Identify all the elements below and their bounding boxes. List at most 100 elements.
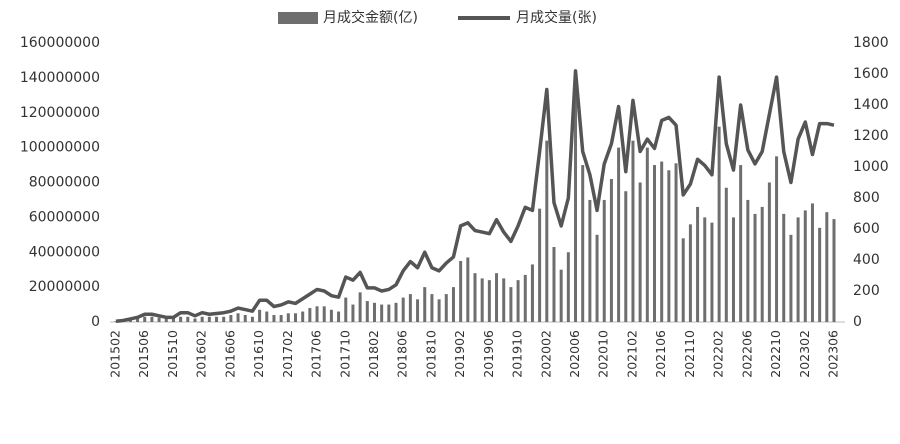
bar <box>530 264 534 322</box>
bar <box>437 299 441 322</box>
bar <box>832 219 836 322</box>
y2-tick-label: 1400 <box>853 97 889 113</box>
y-tick-label: 120000000 <box>20 105 100 121</box>
legend-label: 月成交量(张) <box>516 9 597 26</box>
y2-tick-label: 1800 <box>853 35 889 51</box>
x-tick-label: 202202 <box>711 330 726 378</box>
bar <box>258 309 262 322</box>
bar <box>444 294 448 322</box>
bar <box>114 321 118 322</box>
bar <box>143 316 147 322</box>
x-tick-label: 201902 <box>452 330 467 378</box>
bar <box>215 316 219 322</box>
bar <box>617 147 621 322</box>
x-tick-label: 202102 <box>624 330 639 378</box>
bar <box>588 199 592 322</box>
x-tick-label: 202002 <box>538 330 553 378</box>
bar <box>681 238 685 322</box>
bar <box>803 210 807 322</box>
bar <box>818 227 822 322</box>
y-tick-label: 20000000 <box>29 279 100 295</box>
x-tick-label: 201706 <box>309 330 324 378</box>
bar <box>502 278 506 322</box>
y-tick-label: 0 <box>91 314 100 330</box>
y-tick-label: 40000000 <box>29 244 100 260</box>
bar <box>193 318 197 322</box>
bar <box>487 280 491 322</box>
bar <box>760 206 764 322</box>
y-tick-label: 100000000 <box>20 140 100 156</box>
bar <box>344 297 348 322</box>
bar <box>516 280 520 322</box>
bar <box>430 294 434 322</box>
bar <box>810 203 814 322</box>
bar <box>416 299 420 322</box>
x-tick-label: 202306 <box>826 330 841 378</box>
bar <box>746 199 750 322</box>
bar <box>128 319 132 322</box>
y-tick-label: 140000000 <box>20 70 100 86</box>
y2-tick-label: 600 <box>853 221 880 237</box>
bar <box>480 278 484 322</box>
bar <box>358 292 362 322</box>
bar <box>753 213 757 322</box>
x-tick-label: 201906 <box>481 330 496 378</box>
bar <box>401 297 405 322</box>
bar <box>179 316 183 322</box>
bar <box>351 304 355 322</box>
bar <box>164 318 168 322</box>
bar <box>523 274 527 322</box>
bar <box>236 313 240 322</box>
bar <box>775 156 779 322</box>
y2-tick-label: 800 <box>853 190 880 206</box>
bar <box>315 306 319 322</box>
bar <box>171 318 175 322</box>
bar <box>337 311 341 322</box>
bar <box>566 252 570 322</box>
bar <box>703 217 707 322</box>
bar <box>710 222 714 322</box>
x-tick-label: 202210 <box>768 330 783 378</box>
x-tick-label: 202010 <box>596 330 611 378</box>
bar <box>301 311 305 322</box>
x-tick-label: 201806 <box>395 330 410 378</box>
bar <box>574 79 578 323</box>
bar <box>408 294 412 322</box>
x-tick-label: 201810 <box>423 330 438 378</box>
bar <box>602 199 606 322</box>
y-tick-label: 60000000 <box>29 209 100 225</box>
bar <box>638 182 642 322</box>
bar <box>595 234 599 322</box>
x-tick-label: 201710 <box>337 330 352 378</box>
bar <box>365 301 369 322</box>
bar <box>538 208 542 322</box>
bar <box>451 287 455 322</box>
bar <box>279 315 283 322</box>
bar <box>609 179 613 322</box>
bar <box>724 187 728 322</box>
bar <box>272 315 276 322</box>
bar <box>473 273 477 322</box>
y2-tick-label: 1000 <box>853 159 889 175</box>
y2-tick-label: 1600 <box>853 66 889 82</box>
x-tick-label: 202110 <box>682 330 697 378</box>
x-tick-label: 201610 <box>251 330 266 378</box>
bar <box>243 315 247 322</box>
x-tick-label: 201510 <box>165 330 180 378</box>
bar <box>660 161 664 322</box>
bar <box>731 217 735 322</box>
bar <box>423 287 427 322</box>
legend-swatch <box>278 12 318 24</box>
bar <box>559 269 563 322</box>
bar <box>207 316 211 322</box>
bar <box>624 191 628 322</box>
y2-tick-label: 1200 <box>853 128 889 144</box>
bar <box>552 247 556 322</box>
x-tick-label: 201702 <box>280 330 295 378</box>
bar <box>286 313 290 322</box>
bar <box>645 147 649 322</box>
bar <box>667 170 671 322</box>
y2-tick-label: 400 <box>853 252 880 268</box>
bar <box>222 316 226 322</box>
